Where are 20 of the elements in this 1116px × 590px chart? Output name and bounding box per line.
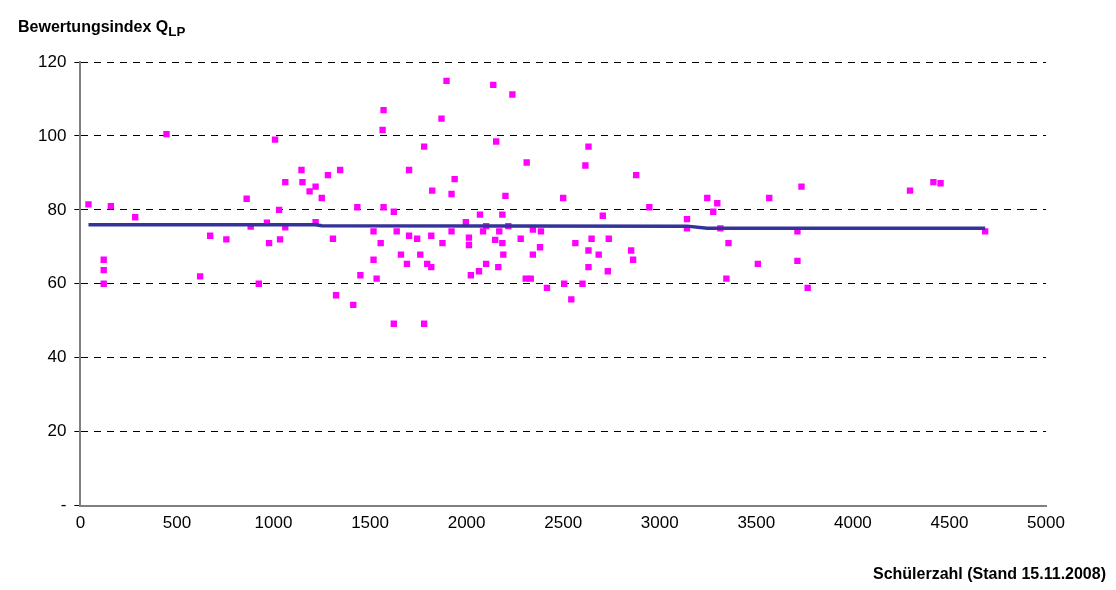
x-tick-label: 0: [75, 513, 86, 533]
x-tick-label: 3000: [640, 513, 679, 533]
x-tick-label: 5000: [1027, 513, 1065, 533]
y-tick-label: 100: [37, 125, 67, 145]
x-tick-label: 3500: [737, 513, 776, 533]
y-tick-label: 120: [37, 51, 67, 71]
x-tick-label: 1500: [351, 513, 389, 533]
y-axis-title: Bewertungsindex Q$_{LP}$: [18, 18, 186, 40]
y-tick-label: 60: [47, 273, 67, 293]
x-tick-label: 1000: [254, 513, 293, 533]
x-tick-label: 4000: [833, 513, 872, 533]
x-tick-label: 2500: [544, 513, 583, 533]
x-tick-label: 2000: [447, 513, 486, 533]
x-tick-label: 500: [162, 513, 192, 533]
y-tick-label: 80: [47, 199, 67, 219]
x-tick-label: 4500: [930, 513, 969, 533]
x-axis-title: Schülerzahl (Stand 15.11.2008): [873, 565, 1106, 583]
y-tick-label: 20: [47, 421, 67, 441]
y-tick-label: -: [60, 495, 67, 515]
y-tick-label: 40: [47, 347, 67, 367]
